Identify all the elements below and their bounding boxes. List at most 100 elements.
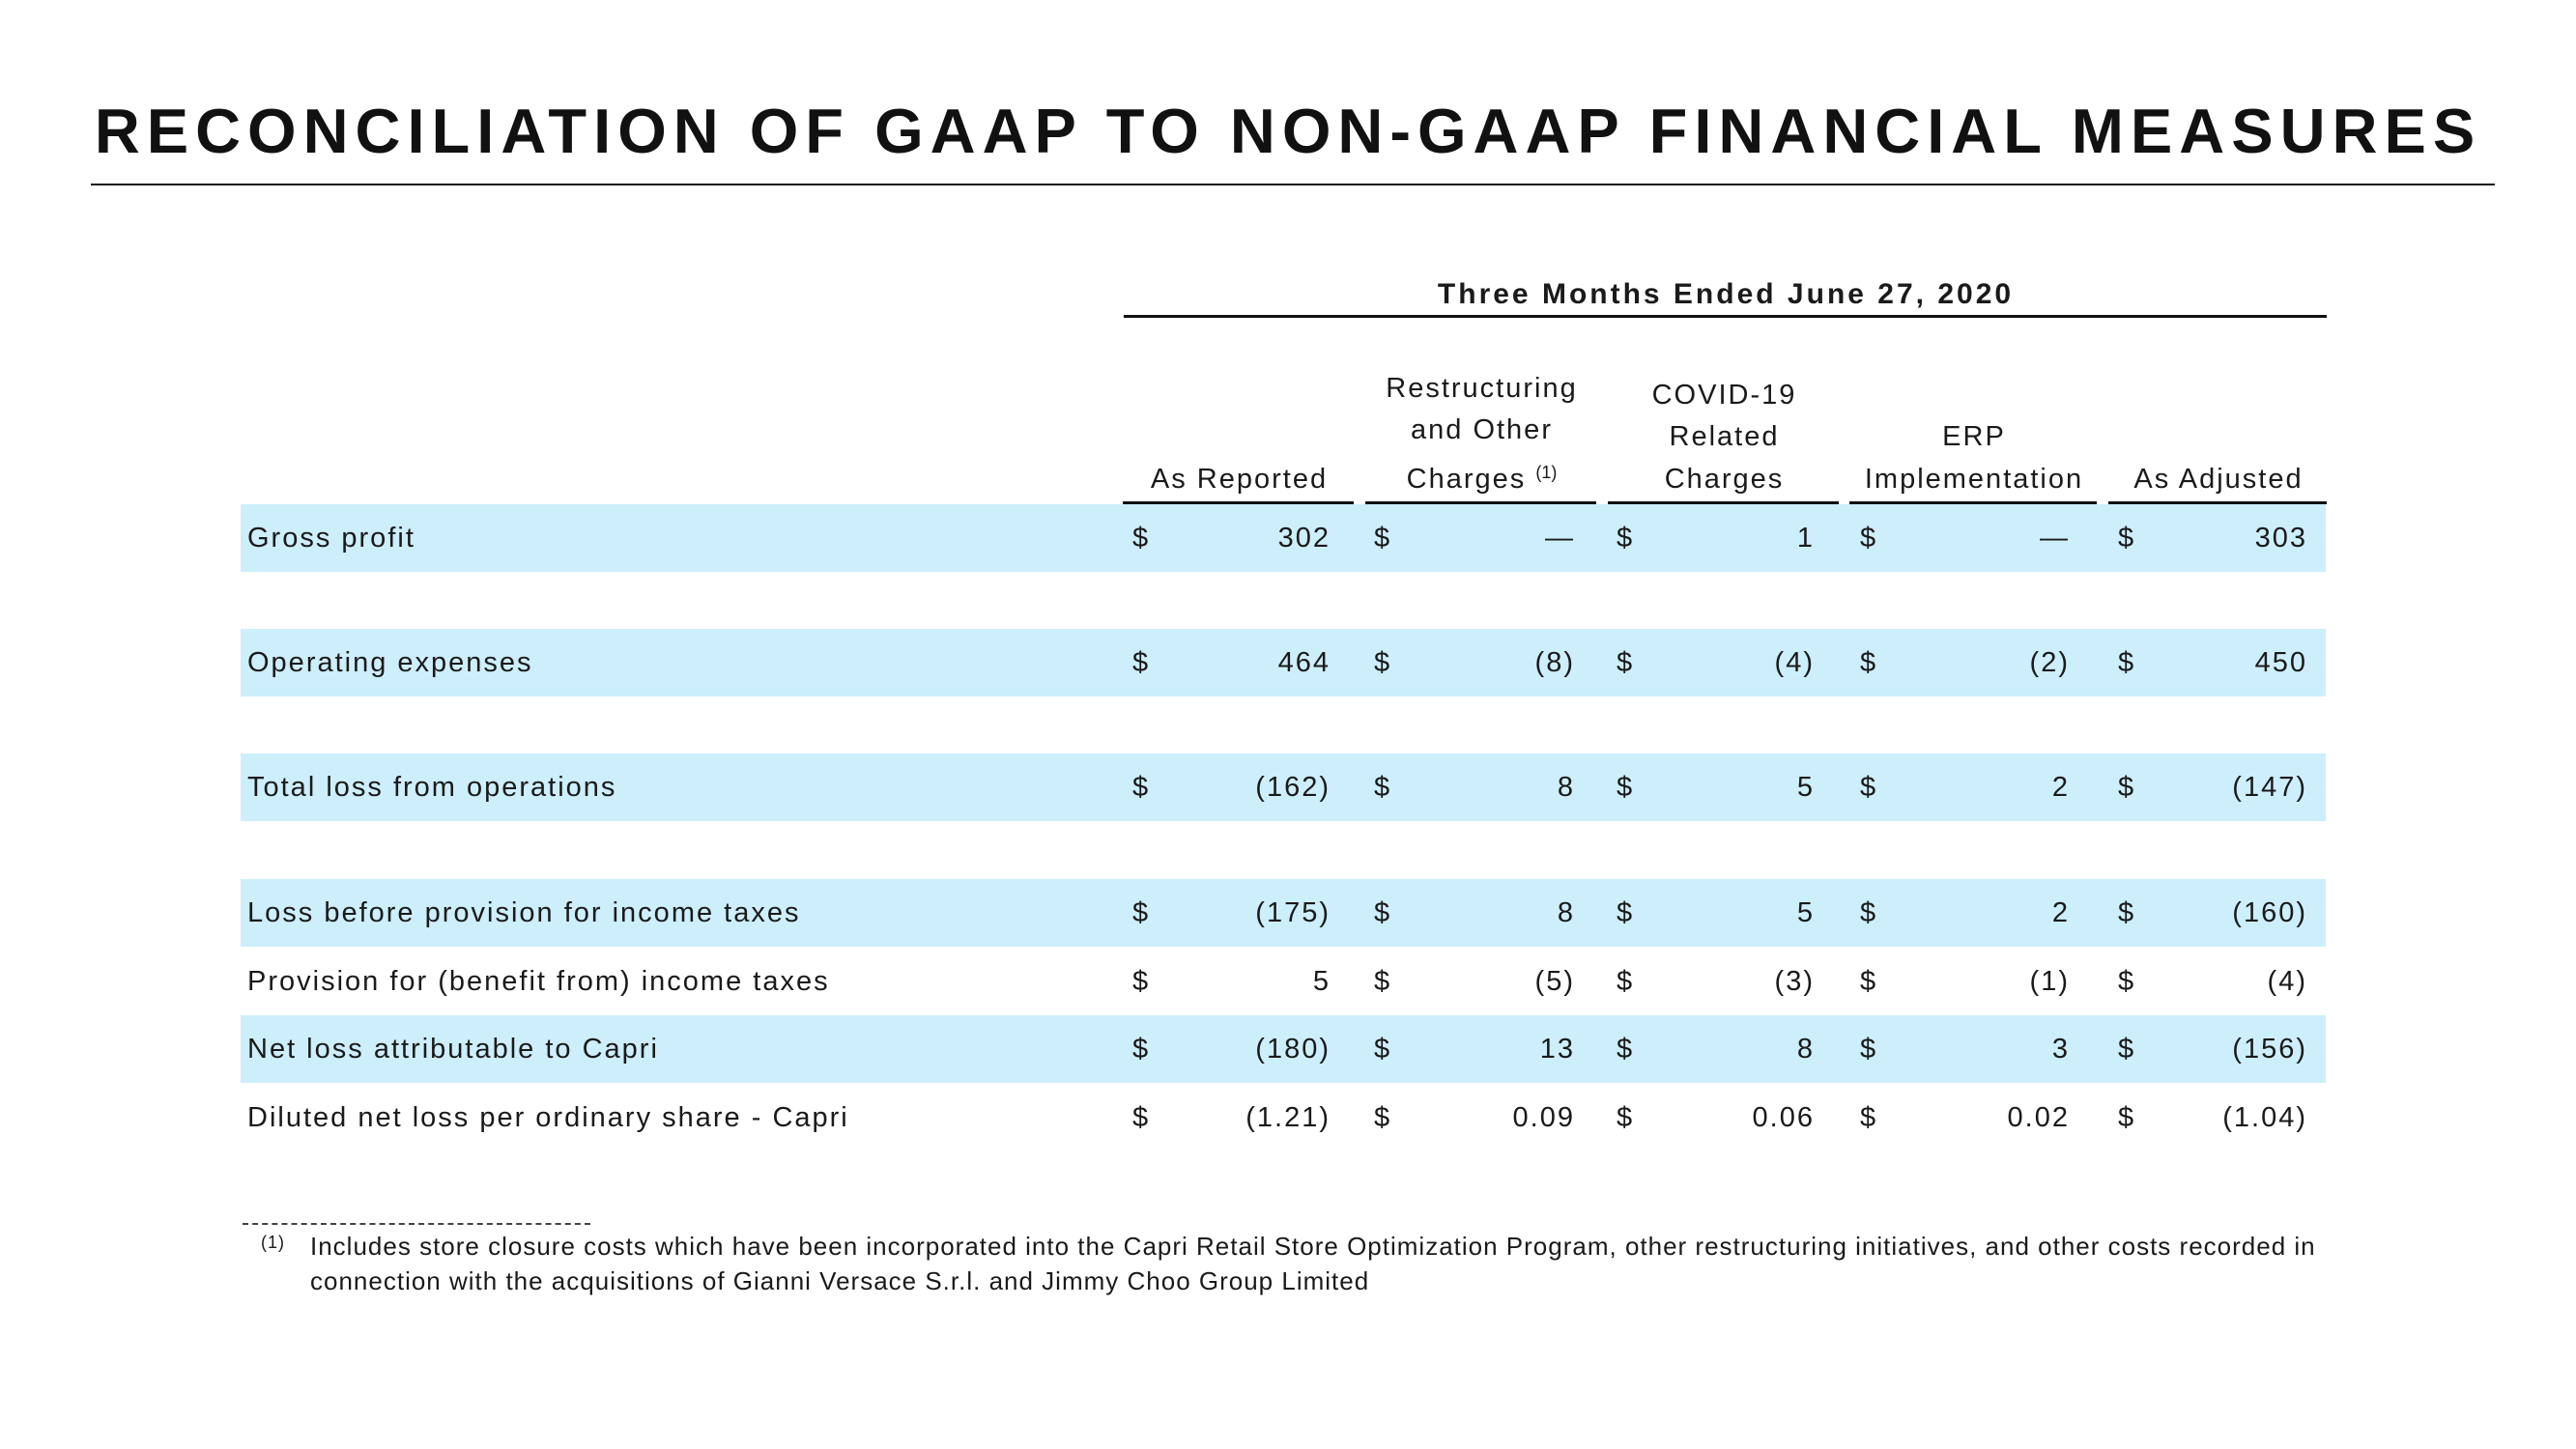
column-header-line: and Other [1411,410,1553,452]
row-label: Loss before provision for income taxes [247,897,801,928]
currency-symbol: $ [2118,1034,2136,1065]
value-cell: 8 [1796,1034,1815,1065]
period-header: Three Months Ended June 27, 2020 [1437,278,2015,310]
column-header-text: COVID-19 [1651,379,1797,411]
currency-symbol: $ [1860,1102,1878,1133]
value-cell: 302 [1277,523,1331,554]
table-row: Loss before provision for income taxes $ (… [241,879,2326,947]
value-cell: (4) [2267,966,2307,997]
currency-symbol: $ [1617,647,1635,678]
currency-symbol: $ [2118,897,2136,928]
column-header-text: Related [1669,421,1780,452]
value-cell: (5) [1534,966,1575,997]
column-header-text: As Reported [1150,463,1329,495]
currency-symbol: $ [1860,647,1878,678]
currency-symbol: $ [1132,647,1151,678]
currency-symbol: $ [2118,966,2136,997]
value-cell: 0.02 [2007,1102,2070,1133]
value-cell: — [2040,523,2070,554]
column-header-underline [1849,501,2097,504]
column-header-1: As Reported [1125,377,1354,500]
currency-symbol: $ [1860,523,1878,554]
value-cell: (4) [1774,647,1815,678]
currency-symbol: $ [1132,966,1151,997]
column-header-text: ERP [1942,421,2006,452]
currency-symbol: $ [2118,1102,2136,1133]
currency-symbol: $ [1617,1034,1635,1065]
column-header-line: As Adjusted [2133,459,2303,501]
value-cell: (8) [1534,647,1575,678]
value-cell: (160) [2232,897,2307,928]
value-cell: (2) [2029,647,2070,678]
column-header-underline [1123,501,1354,504]
column-header-text: Charges [1664,463,1785,495]
currency-symbol: $ [1132,772,1151,803]
currency-symbol: $ [1860,772,1878,803]
row-label: Net loss attributable to Capri [247,1034,659,1065]
currency-symbol: $ [2118,647,2136,678]
row-label: Diluted net loss per ordinary share - Ca… [247,1102,849,1133]
currency-symbol: $ [1617,523,1635,554]
value-cell: 8 [1557,772,1575,803]
currency-symbol: $ [1374,1102,1392,1133]
column-header-line: Restructuring [1386,368,1577,411]
currency-symbol: $ [1374,647,1392,678]
table-row: Net loss attributable to Capri $ (180) $13 $… [241,1015,2326,1083]
footnote-marker: (1) [261,1233,285,1252]
currency-symbol: $ [1860,966,1878,997]
value-cell: (175) [1255,897,1331,928]
column-header-line: Implementation [1865,459,2083,501]
currency-symbol: $ [1374,523,1392,554]
column-header-2: Restructuring and Other Charges (1) [1367,373,1596,501]
currency-symbol: $ [1374,897,1392,928]
value-cell: 2 [2051,897,2070,928]
row-label: Provision for (benefit from) income taxe… [247,966,830,997]
footnote-divider [243,1223,590,1227]
value-cell: 450 [2254,647,2307,678]
column-header-underline [1608,501,1839,504]
column-header-line: Charges (1) [1407,452,1558,501]
column-header-text: As Adjusted [2133,463,2304,495]
currency-symbol: $ [1132,523,1151,554]
value-cell: 464 [1277,647,1331,678]
currency-symbol: $ [1617,1102,1635,1133]
column-header-5: As Adjusted [2110,377,2327,500]
value-cell: 5 [1796,772,1815,803]
footnote-text: Includes store closure costs which have … [310,1232,2316,1295]
value-cell: 3 [2051,1034,2070,1065]
value-cell: 5 [1312,966,1331,997]
value-cell: (162) [1255,772,1331,803]
row-label: Operating expenses [247,647,533,678]
footnote-reference: (1) [1535,462,1558,482]
table-row: Gross profit $302 $ — $1 $ — $303 [241,504,2326,572]
value-cell: (180) [1255,1034,1331,1065]
value-cell: 13 [1539,1034,1575,1065]
table-row: Provision for (benefit from) income taxe… [241,948,2326,1015]
value-cell: (147) [2232,772,2307,803]
column-header-line: Related [1670,416,1780,459]
currency-symbol: $ [1374,966,1392,997]
column-header-text: Restructuring [1386,372,1578,404]
currency-symbol: $ [2118,523,2136,554]
column-header-underline [2108,501,2327,504]
period-divider [1124,315,2327,318]
currency-symbol: $ [1617,966,1635,997]
currency-symbol: $ [1860,897,1878,928]
value-cell: 8 [1557,897,1575,928]
value-cell: 5 [1796,897,1815,928]
column-header-4: ERP Implementation [1851,377,2097,500]
table-row: Total loss from operations $ (162) $8 $5 $2 $ (… [241,753,2326,821]
row-label: Gross profit [247,523,415,554]
currency-symbol: $ [2118,772,2136,803]
page-title: RECONCILIATION OF GAAP TO NON-GAAP FINAN… [94,96,2482,166]
column-header-line: As Reported [1151,459,1328,501]
value-cell: (156) [2232,1034,2307,1065]
currency-symbol: $ [1860,1034,1878,1065]
currency-symbol: $ [1617,772,1635,803]
currency-symbol: $ [1617,897,1635,928]
column-header-line: Charges [1665,459,1785,501]
currency-symbol: $ [1132,897,1151,928]
currency-symbol: $ [1374,772,1392,803]
table-row: Diluted net loss per ordinary share - Ca… [241,1084,2326,1151]
value-cell: (3) [1774,966,1815,997]
